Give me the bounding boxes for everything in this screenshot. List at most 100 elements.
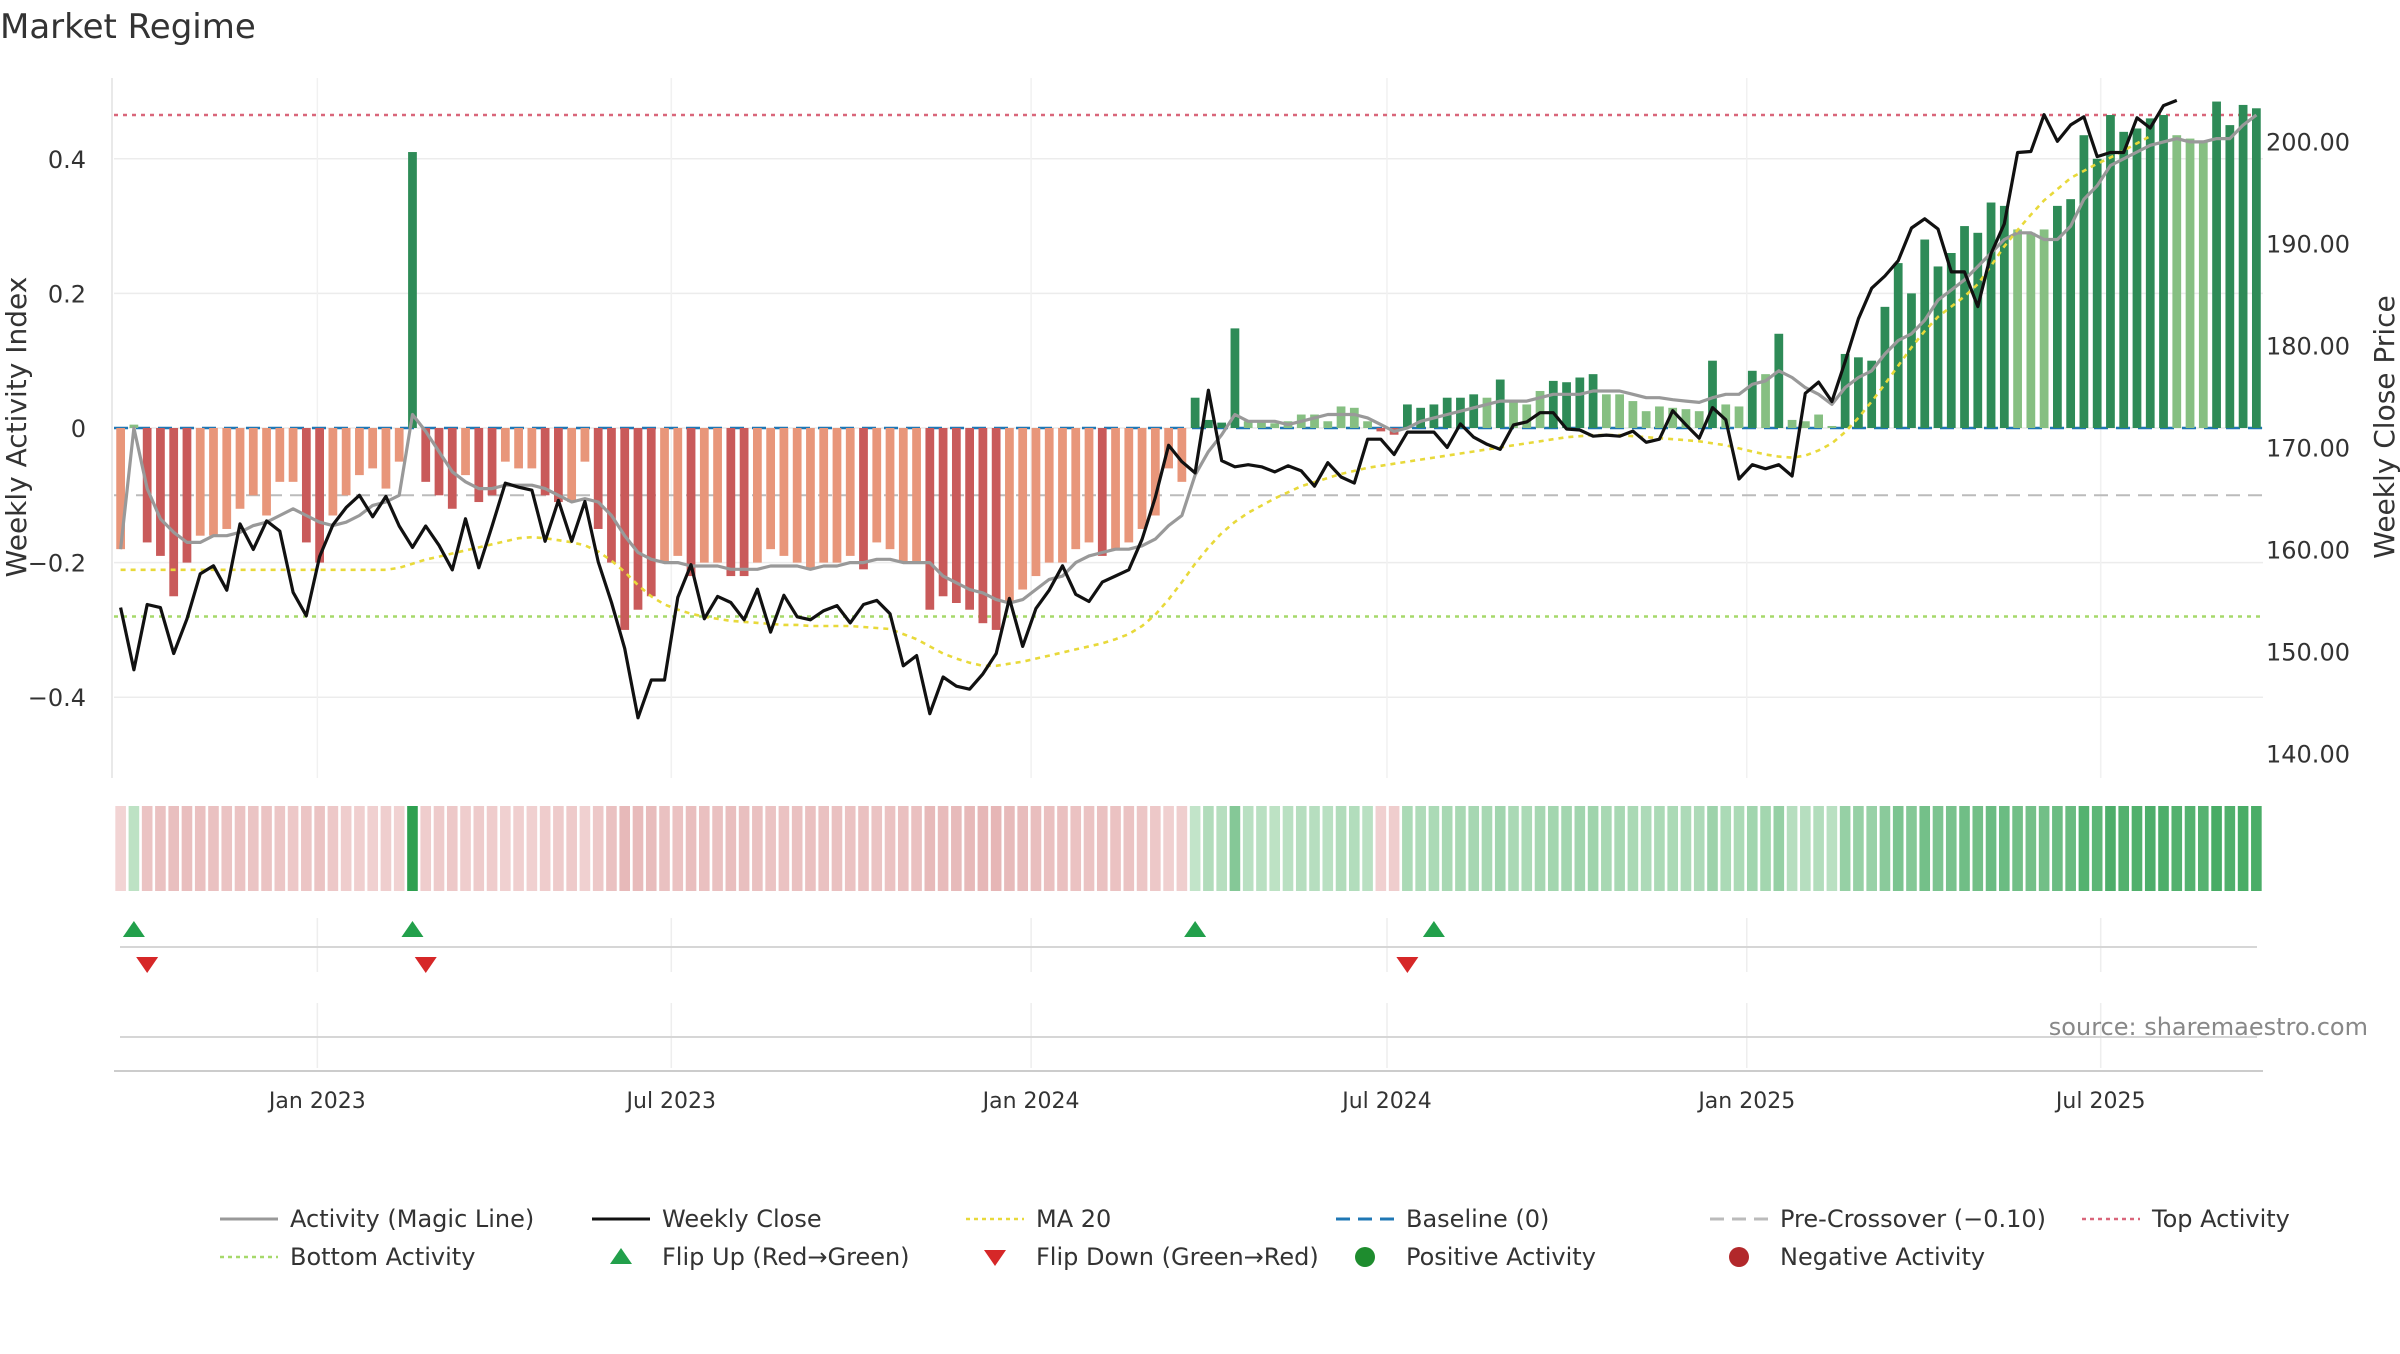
legend-item: Weekly Close [592, 1205, 822, 1233]
activity-bar [195, 428, 205, 536]
series-lines [119, 98, 2258, 720]
regime-cell [897, 806, 909, 891]
activity-bar [315, 428, 324, 563]
activity-bar [1575, 377, 1585, 428]
regime-cell [1999, 806, 2010, 891]
source-note: source: sharemaestro.com [2049, 1013, 2368, 1041]
activity-bar [593, 428, 603, 529]
regime-cell [2131, 806, 2143, 891]
regime-cell [1494, 806, 1506, 891]
regime-cell [1959, 806, 1970, 891]
legend-item: Top Activity [2082, 1205, 2290, 1233]
activity-bar [978, 428, 988, 624]
activity-bar [341, 428, 351, 496]
regime-cell [2052, 806, 2063, 891]
regime-cell [380, 806, 392, 891]
regime-cell [632, 806, 644, 891]
activity-bar [1323, 421, 1333, 428]
regime-cell [128, 806, 140, 891]
regime-cell [327, 806, 339, 891]
regime-cell [2144, 806, 2156, 891]
activity-bar [2039, 229, 2049, 428]
activity-bar [209, 428, 218, 536]
regime-cell [1322, 806, 1334, 891]
activity-bars [116, 101, 2261, 630]
activity-bar [1469, 394, 1479, 428]
regime-cell [659, 806, 670, 891]
activity-bar [222, 428, 232, 529]
activity-bar [726, 428, 736, 577]
activity-bar [1814, 414, 1823, 428]
regime-cell [1455, 806, 1466, 891]
left-tick-label: 0.4 [48, 146, 86, 174]
legend-item: Flip Up (Red→Green) [610, 1243, 910, 1271]
regime-cell [1110, 806, 1121, 891]
activity-bar [1867, 360, 1877, 428]
flip-down-marker [1396, 957, 1419, 973]
activity-bar [872, 428, 882, 543]
regime-cell [566, 806, 577, 891]
legend-item: MA 20 [966, 1205, 1111, 1233]
activity-bar [567, 428, 577, 503]
legend-label: Baseline (0) [1406, 1205, 1549, 1233]
regime-cell [208, 806, 219, 891]
chart-title: Market Regime [0, 7, 256, 47]
regime-cell [446, 806, 458, 891]
regime-cell [1720, 806, 1732, 891]
regime-cell [1282, 806, 1294, 891]
activity-bar [686, 428, 696, 577]
weekly-close-line [119, 98, 2178, 720]
legend-swatch [984, 1250, 1006, 1266]
regime-cell [1375, 806, 1387, 891]
left-tick-label: 0 [71, 415, 86, 443]
regime-cell [287, 806, 299, 891]
regime-cell [526, 806, 538, 891]
left-tick-label: 0.2 [48, 280, 86, 308]
activity-bar [1986, 202, 1996, 428]
activity-bar [2145, 118, 2155, 428]
activity-bar [2119, 131, 2129, 428]
activity-bar [182, 428, 192, 563]
activity-bar [1058, 428, 1067, 563]
legend-swatch [1729, 1247, 1749, 1267]
activity-bar [2251, 108, 2261, 429]
activity-bar [1827, 425, 1837, 428]
regime-cell [699, 806, 710, 891]
regime-cell [1667, 806, 1678, 891]
regime-cell [1773, 806, 1785, 891]
regime-cell [2224, 806, 2236, 891]
legend-item: Positive Activity [1355, 1243, 1596, 1271]
activity-bar [1920, 239, 1930, 428]
magic-line [119, 113, 2258, 605]
activity-bar [1893, 263, 1903, 428]
activity-bar [2066, 199, 2076, 428]
activity-bar [169, 428, 179, 597]
regime-cell [1163, 806, 1174, 891]
activity-bar [2079, 135, 2089, 428]
activity-bar [1071, 428, 1081, 550]
activity-bar [580, 428, 590, 462]
activity-bar [1694, 411, 1704, 428]
regime-cell [1203, 806, 1214, 891]
activity-bar [1840, 353, 1850, 428]
regime-cell [473, 806, 485, 891]
legend-item: Baseline (0) [1336, 1205, 1549, 1233]
ma20-line [120, 135, 2151, 668]
regime-cell [420, 806, 432, 891]
regime-cell [1640, 806, 1652, 891]
regime-cell [354, 806, 365, 891]
activity-bar [514, 428, 523, 469]
regime-cell [579, 806, 591, 891]
regime-cell [2251, 806, 2262, 891]
regime-cell [1043, 806, 1055, 891]
regime-cell [977, 806, 989, 891]
regime-cell [1030, 806, 1042, 891]
regime-cell [1468, 806, 1480, 891]
regime-cell [261, 806, 272, 891]
activity-bar [554, 428, 563, 503]
activity-bar [461, 428, 470, 476]
activity-bar [1668, 407, 1678, 428]
regime-cell [1627, 806, 1639, 891]
regime-cell [1150, 806, 1161, 891]
legend-item: Flip Down (Green→Red) [984, 1243, 1319, 1271]
